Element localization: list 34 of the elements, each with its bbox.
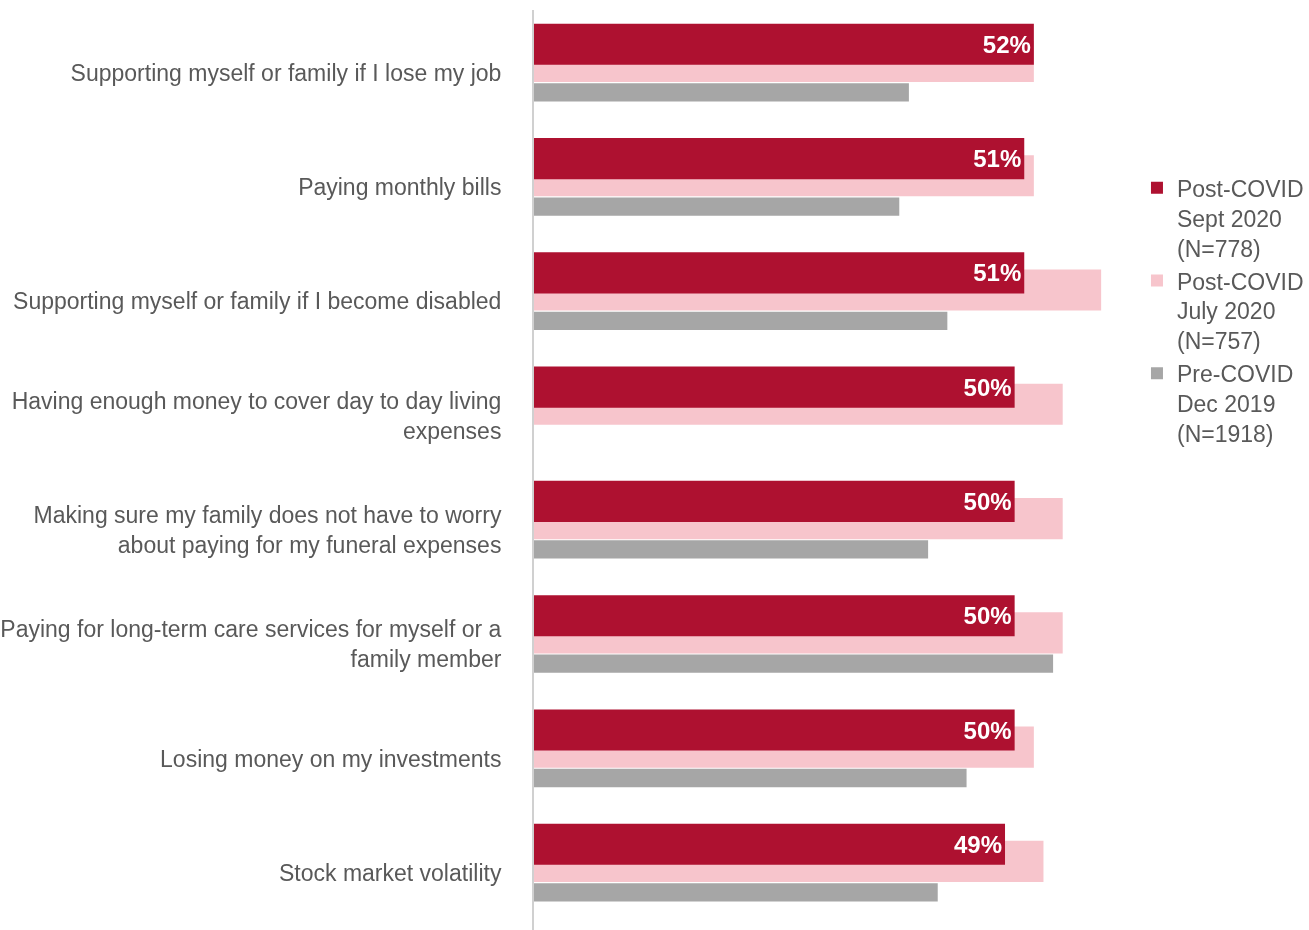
bar <box>534 23 1034 65</box>
data-label: 50% <box>963 373 1012 401</box>
y-tick-label: Losing money on my investments <box>160 745 502 772</box>
legend-label: Post-COVID Sept 2020 (N=778) <box>1176 175 1304 262</box>
y-tick-label: Supporting myself or family if I become disabled <box>13 288 502 315</box>
data-label: 52% <box>982 30 1031 58</box>
bar <box>534 654 1054 673</box>
data-label: 50% <box>963 602 1012 630</box>
y-tick-label: Stock market volatility <box>278 859 502 886</box>
bar <box>534 197 900 216</box>
bar <box>534 366 1015 408</box>
bar <box>534 883 938 902</box>
bar <box>534 540 929 559</box>
data-label: 50% <box>963 487 1012 515</box>
y-tick-label: Making sure my family does not have to worry about paying for my funeral expenses <box>33 502 502 558</box>
y-tick-label: Supporting myself or family if I lose my job <box>70 59 502 86</box>
bar <box>534 138 1025 180</box>
bar <box>534 83 909 102</box>
legend-label: Pre-COVID Dec 2019 (N=1918) <box>1176 361 1294 448</box>
bar <box>534 768 967 788</box>
legend-label: Post-COVID July 2020 (N=757) <box>1176 268 1304 355</box>
y-tick-label: Paying monthly bills <box>298 174 502 201</box>
bar <box>534 595 1015 637</box>
bar <box>534 823 1006 865</box>
data-label: 50% <box>963 716 1012 744</box>
y-tick-label: Having enough money to cover day to day living expenses <box>11 387 502 444</box>
bar <box>534 480 1015 522</box>
bar <box>534 709 1015 751</box>
y-tick-label: Paying for long-term care services for myself or a family member <box>0 616 502 673</box>
bar <box>534 311 948 330</box>
data-label: 51% <box>973 145 1022 173</box>
data-label: 49% <box>953 830 1003 858</box>
data-label: 51% <box>973 259 1022 287</box>
bar <box>534 252 1025 294</box>
